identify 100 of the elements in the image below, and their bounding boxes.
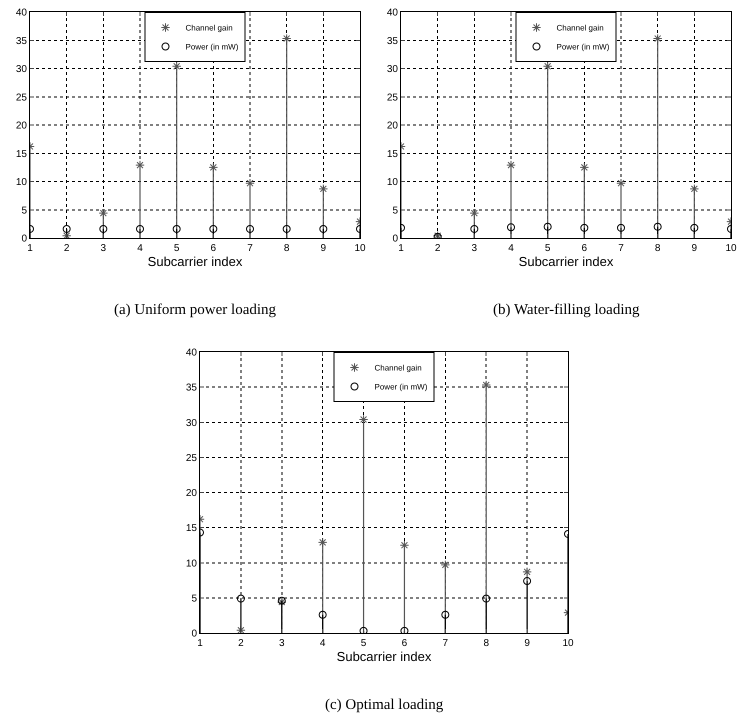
- point: [62, 224, 71, 233]
- y-tick-label: 5: [392, 205, 398, 216]
- point: [506, 160, 516, 170]
- y-tick-label: 30: [386, 64, 398, 75]
- point: [172, 62, 182, 71]
- x-axis-title: Subcarrier index: [518, 254, 614, 269]
- x-axis-title: Subcarrier index: [336, 649, 432, 664]
- point: [246, 224, 254, 233]
- point: [482, 380, 491, 390]
- point: [652, 34, 662, 44]
- point: [318, 610, 327, 619]
- point: [542, 62, 552, 71]
- x-tick-label: 3: [472, 243, 478, 254]
- point: [135, 160, 145, 170]
- legend-label: Power (in mW): [186, 42, 239, 52]
- legend-label: Channel gain: [556, 24, 604, 33]
- y-tick-label: 20: [16, 120, 28, 132]
- point: [440, 560, 450, 570]
- y-tick-label: 30: [186, 418, 198, 429]
- y-tick-label: 10: [16, 177, 28, 188]
- x-tick-label: 1: [27, 243, 34, 254]
- y-tick-label: 35: [186, 382, 198, 394]
- point: [318, 184, 328, 194]
- point: [507, 223, 515, 232]
- y-tick-label: 5: [191, 593, 198, 604]
- y-tick-label: 40: [16, 8, 28, 18]
- point: [172, 224, 181, 233]
- point: [209, 224, 218, 233]
- point: [470, 224, 478, 233]
- point: [236, 594, 245, 603]
- y-tick-label: 15: [386, 148, 398, 160]
- x-tick-label: 5: [174, 243, 180, 254]
- legend-label: Power (in mW): [556, 42, 610, 52]
- x-tick-label: 10: [562, 638, 574, 649]
- y-tick-label: 25: [186, 452, 198, 464]
- point: [470, 208, 480, 218]
- x-tick-label: 3: [100, 243, 107, 254]
- point: [617, 224, 625, 232]
- text: (b) Water-filling loading: [493, 302, 640, 318]
- legend-label: Power (in mW): [374, 382, 428, 392]
- y-tick-label: 20: [186, 488, 198, 499]
- x-tick-label: 6: [402, 638, 408, 649]
- y-tick-label: 20: [386, 120, 398, 132]
- legend-label: Channel gain: [186, 24, 233, 33]
- point: [580, 162, 590, 172]
- point: [282, 224, 291, 233]
- point: [318, 538, 328, 548]
- x-tick-label: 6: [210, 243, 217, 254]
- point: [360, 626, 368, 633]
- text: (c) Optimal loading: [325, 697, 444, 713]
- y-tick-label: 40: [386, 8, 398, 18]
- x-tick-label: 10: [725, 243, 737, 254]
- y-tick-label: 30: [16, 64, 28, 75]
- point: [319, 224, 328, 233]
- point: [616, 178, 626, 188]
- x-tick-label: 7: [247, 243, 254, 254]
- point: [482, 594, 490, 603]
- point: [400, 540, 410, 550]
- point: [236, 625, 246, 633]
- x-tick-label: 1: [197, 638, 204, 649]
- y-tick-label: 15: [186, 523, 198, 534]
- x-tick-label: 8: [654, 243, 661, 254]
- x-tick-label: 7: [442, 638, 449, 649]
- x-tick-label: 5: [544, 243, 551, 254]
- point: [282, 34, 292, 44]
- x-tick-label: 2: [434, 243, 441, 254]
- y-tick-label: 40: [186, 348, 198, 358]
- x-tick-label: 2: [64, 243, 70, 254]
- x-axis-title: Subcarrier index: [148, 254, 243, 269]
- text: (a) Uniform power loading: [114, 302, 277, 318]
- point: [208, 162, 218, 172]
- point: [441, 610, 450, 619]
- y-tick-label: 0: [21, 234, 28, 244]
- x-tick-label: 5: [360, 638, 367, 649]
- point: [358, 414, 368, 424]
- x-tick-label: 9: [692, 243, 698, 254]
- legend-label: Channel gain: [374, 364, 422, 373]
- point: [580, 224, 588, 232]
- point: [690, 224, 698, 232]
- point: [400, 626, 408, 633]
- y-tick-label: 25: [386, 92, 398, 104]
- x-tick-label: 4: [508, 243, 514, 254]
- x-tick-label: 8: [284, 243, 290, 254]
- y-tick-label: 35: [16, 36, 28, 47]
- y-tick-label: 0: [191, 628, 198, 640]
- x-tick-label: 7: [618, 243, 624, 254]
- x-tick-label: 4: [320, 638, 326, 649]
- point: [522, 567, 532, 577]
- x-tick-label: 9: [320, 243, 327, 254]
- y-tick-label: 10: [386, 177, 398, 188]
- point: [245, 178, 255, 188]
- y-tick-label: 5: [21, 205, 28, 216]
- y-tick-label: 25: [16, 92, 28, 104]
- x-tick-label: 3: [279, 638, 285, 649]
- x-tick-label: 1: [398, 243, 404, 254]
- point: [654, 222, 662, 231]
- point: [690, 184, 700, 194]
- y-tick-label: 0: [392, 234, 398, 244]
- x-tick-label: 8: [483, 638, 490, 649]
- point: [98, 208, 108, 218]
